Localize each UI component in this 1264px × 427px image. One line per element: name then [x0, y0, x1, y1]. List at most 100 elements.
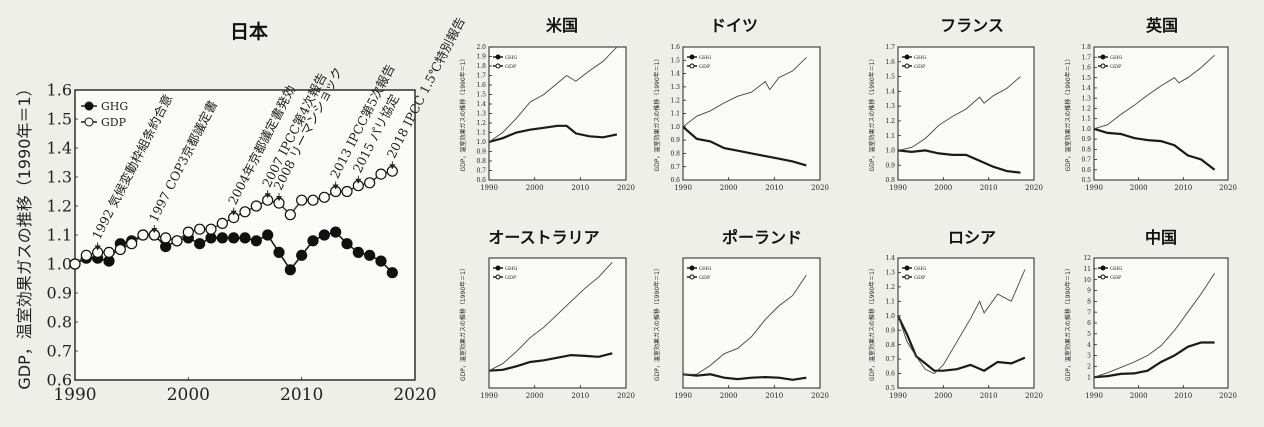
legend-label: GDP [505, 64, 517, 70]
x-tick-label: 2010 [980, 392, 998, 400]
y-tick-label: 1.2 [670, 97, 680, 104]
y-tick-label: 1.1 [476, 130, 486, 137]
series-line-ghg [488, 124, 618, 144]
x-tick-label: 2020 [1219, 392, 1237, 400]
chart-panel-5: オーストラリア 1990 2000 2010 2020 GDP，温室効果ガスの推移（199… [459, 228, 635, 400]
legend-marker [904, 63, 910, 69]
y-tick-label: 1.7 [476, 73, 486, 80]
x-tick-label: 2010 [1174, 392, 1192, 400]
legend-label: GDP [1110, 64, 1122, 70]
y-tick-label: 1.0 [1081, 126, 1091, 133]
legend-marker [495, 63, 501, 69]
data-point-ghg [341, 238, 353, 250]
x-tick-label: 2010 [571, 184, 589, 192]
y-axis-label: GDP，温室効果ガスの推移（1990年＝1） [1064, 265, 1072, 381]
y-tick-label: 1.3 [1081, 95, 1091, 102]
legend-label: GHG [1110, 55, 1122, 61]
x-tick-label: 2000 [934, 392, 952, 400]
y-tick-label: 1.5 [476, 92, 486, 99]
y-tick-label: 0.7 [885, 356, 895, 363]
plot-frame [682, 46, 821, 181]
chart-title: 中国 [1145, 228, 1177, 247]
y-tick-label: 1.1 [670, 111, 680, 118]
legend-label: GHG [505, 266, 517, 272]
y-axis-label: GDP，温室効果ガスの推移（1990年＝1） [653, 265, 661, 381]
data-point-gdp [250, 200, 262, 212]
y-tick-label: 0.9 [1081, 136, 1091, 143]
y-tick-label: 0.6 [47, 371, 72, 390]
y-tick-label: 1.0 [47, 255, 72, 274]
data-point-ghg [216, 232, 228, 244]
y-tick-label: 1.2 [47, 197, 72, 216]
y-tick-label: 1.9 [476, 54, 486, 61]
y-axis-label: GDP，温室効果ガスの推移（1990年＝1） [459, 265, 467, 381]
y-tick-label: 0.6 [476, 177, 486, 184]
y-tick-label: 0.8 [885, 177, 895, 184]
series-line-ghg [682, 373, 807, 381]
chart-panel-4: 英国 0.5 0.6 0.7 0.8 0.9 1.0 1.1 1.2 1.3 1.4 1.5 1.6 1.… [1064, 16, 1237, 192]
y-tick-label: 0.8 [885, 342, 895, 349]
data-point-ghg [375, 255, 387, 267]
series-line-ghg [1093, 127, 1216, 171]
y-tick-label: 1.4 [47, 139, 72, 158]
data-point-gdp [296, 194, 308, 206]
legend-label: GDP [1110, 275, 1122, 281]
chart-title: フランス [940, 16, 1004, 35]
y-tick-label: 8 [1087, 298, 1091, 305]
y-tick-label: 0.7 [1081, 157, 1091, 164]
legend-label: GDP [101, 116, 127, 129]
y-tick-label: 0.9 [885, 327, 895, 334]
x-tick-label: 1990 [480, 184, 498, 192]
y-tick-label: 0.6 [1081, 167, 1091, 174]
series-line-gdp [488, 261, 613, 372]
legend-label: GHG [914, 55, 926, 61]
data-point-gdp [318, 191, 330, 203]
data-point-gdp [171, 235, 183, 247]
y-tick-label: 1.5 [670, 57, 680, 64]
y-tick-label: 1.3 [47, 168, 72, 187]
legend-marker [495, 265, 501, 271]
x-tick-label: 2010 [280, 385, 323, 405]
legend-label: GDP [505, 275, 517, 281]
y-tick-label: 1.3 [885, 103, 895, 110]
y-axis-label: GDP，温室効果ガスの推移（1990年＝1） [653, 56, 661, 172]
y-tick-label: 0.8 [1081, 146, 1091, 153]
series-line-ghg [897, 149, 1021, 174]
y-tick-label: 1.1 [47, 226, 72, 245]
data-point-gdp [103, 246, 115, 258]
y-tick-label: 0.8 [476, 158, 486, 165]
legend-marker [689, 265, 695, 271]
y-tick-label: 1.0 [885, 313, 895, 320]
x-tick-label: 2000 [1130, 392, 1148, 400]
data-point-gdp [341, 185, 353, 198]
x-tick-label: 2000 [934, 184, 952, 192]
data-point-ghg [330, 226, 342, 238]
annotation-arrowhead [94, 245, 101, 251]
series-line-gdp [1093, 54, 1215, 130]
legend-marker [904, 265, 910, 271]
data-point-gdp [137, 229, 149, 241]
y-tick-label: 1.4 [885, 255, 895, 262]
x-tick-label: 2010 [571, 392, 589, 400]
y-tick-label: 1.5 [47, 110, 72, 129]
x-tick-label: 2000 [167, 385, 210, 405]
y-tick-label: 0.6 [670, 177, 680, 184]
chart-panel-2: ドイツ 0.6 0.7 0.8 0.9 1.0 1.1 1.2 1.3 1.4 1.5 1.6 1990… [653, 16, 829, 192]
x-tick-label: 2020 [1025, 392, 1043, 400]
legend-label: GHG [699, 266, 711, 272]
y-tick-label: 0.5 [885, 385, 895, 392]
x-tick-label: 1990 [1085, 184, 1103, 192]
y-tick-label: 0.9 [47, 284, 72, 303]
x-tick-label: 1990 [889, 184, 907, 192]
data-point-gdp [364, 177, 376, 189]
data-point-gdp [194, 223, 206, 235]
legend-marker [689, 274, 695, 280]
series-line-ghg [682, 125, 807, 167]
data-point-ghg [352, 246, 364, 258]
y-axis-label: GDP，温室効果ガスの推移（1990年＝1） [868, 56, 876, 172]
y-tick-label: 1.7 [885, 44, 895, 51]
y-tick-label: 1.6 [885, 59, 895, 66]
x-tick-label: 1990 [889, 392, 907, 400]
legend-marker [1100, 274, 1106, 280]
y-tick-label: 1.1 [1081, 116, 1091, 123]
